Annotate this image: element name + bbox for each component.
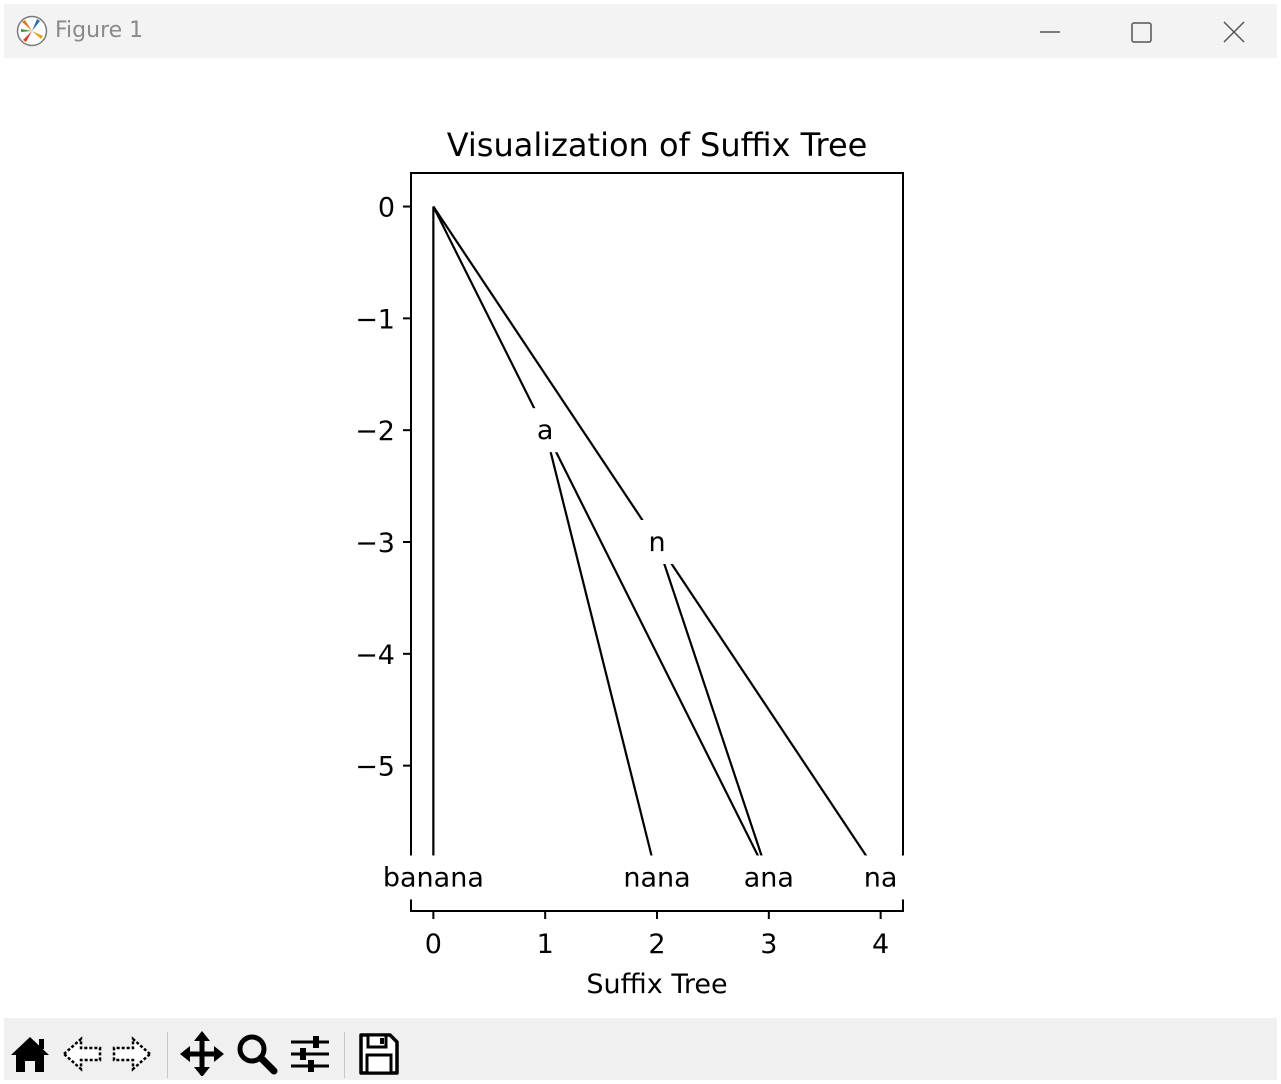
tree-edge-a-nana bbox=[544, 429, 659, 878]
minimize-button[interactable] bbox=[1003, 8, 1095, 54]
tree-edge-n-ana bbox=[655, 541, 770, 878]
node-label-box-ana bbox=[733, 855, 804, 900]
tree-edges bbox=[432, 205, 882, 879]
home-button[interactable] bbox=[8, 1030, 52, 1076]
configure-subplots-icon bbox=[291, 1036, 329, 1072]
close-icon bbox=[1223, 21, 1245, 43]
x-tick-label-4: 4 bbox=[872, 929, 889, 960]
toolbar-separator bbox=[344, 1032, 345, 1078]
maximize-button[interactable] bbox=[1095, 8, 1187, 54]
tree-edge-n-na bbox=[656, 541, 882, 879]
node-label-banana: banana bbox=[383, 862, 484, 893]
y-tick-label--2: −2 bbox=[355, 416, 395, 447]
node-label-box-n bbox=[638, 520, 676, 564]
tree-edge-root-a bbox=[432, 206, 547, 431]
x-tick-label-1: 1 bbox=[537, 929, 554, 960]
window-titlebar: Figure 1 bbox=[4, 4, 1277, 58]
node-label-n: n bbox=[648, 527, 665, 558]
node-label-box-nana bbox=[613, 855, 701, 900]
window-title: Figure 1 bbox=[55, 18, 144, 43]
x-axis-label: Suffix Tree bbox=[586, 969, 727, 1000]
pan-button[interactable] bbox=[180, 1030, 224, 1076]
x-tick-label-2: 2 bbox=[648, 929, 665, 960]
zoom-button[interactable] bbox=[234, 1030, 278, 1076]
y-tick-label--3: −3 bbox=[355, 528, 395, 559]
figure-canvas: Visualization of Suffix Tree Suffix Tree… bbox=[4, 58, 1277, 1018]
node-label-box-na bbox=[853, 855, 908, 900]
x-tick-label-3: 3 bbox=[760, 929, 777, 960]
x-tick-label-0: 0 bbox=[425, 929, 442, 960]
forward-icon bbox=[112, 1036, 152, 1072]
pan-icon bbox=[180, 1031, 224, 1076]
tree-edge-a-ana bbox=[544, 429, 770, 878]
maximize-icon bbox=[1131, 22, 1152, 43]
node-label-nana: nana bbox=[623, 862, 690, 893]
node-label-box-banana bbox=[372, 855, 494, 900]
tree-node-labels: a n banana nana ana na bbox=[372, 408, 908, 900]
node-label-na: na bbox=[864, 862, 898, 893]
home-icon bbox=[11, 1037, 49, 1072]
tree-edge-root-n bbox=[432, 205, 658, 543]
close-button[interactable] bbox=[1187, 8, 1279, 54]
y-tick-label--5: −5 bbox=[355, 752, 395, 783]
save-button[interactable] bbox=[356, 1030, 400, 1076]
back-icon bbox=[62, 1036, 102, 1072]
zoom-icon bbox=[237, 1034, 278, 1075]
chart-title: Visualization of Suffix Tree bbox=[447, 126, 868, 164]
node-label-box-a bbox=[526, 408, 564, 453]
y-tick-label--1: −1 bbox=[355, 304, 395, 335]
minimize-icon bbox=[1040, 31, 1060, 33]
toolbar-separator bbox=[167, 1032, 168, 1078]
node-label-ana: ana bbox=[744, 862, 794, 893]
configure-subplots-button[interactable] bbox=[288, 1030, 332, 1076]
forward-button[interactable] bbox=[110, 1030, 154, 1076]
navigation-toolbar bbox=[4, 1018, 1277, 1080]
suffix-tree-chart: Visualization of Suffix Tree Suffix Tree… bbox=[355, 126, 908, 1000]
matplotlib-logo-icon bbox=[16, 15, 48, 47]
y-tick-label--4: −4 bbox=[355, 640, 395, 671]
save-icon bbox=[359, 1033, 399, 1075]
y-tick-label-0: 0 bbox=[378, 193, 395, 224]
back-button[interactable] bbox=[60, 1030, 104, 1076]
node-label-a: a bbox=[537, 415, 554, 446]
